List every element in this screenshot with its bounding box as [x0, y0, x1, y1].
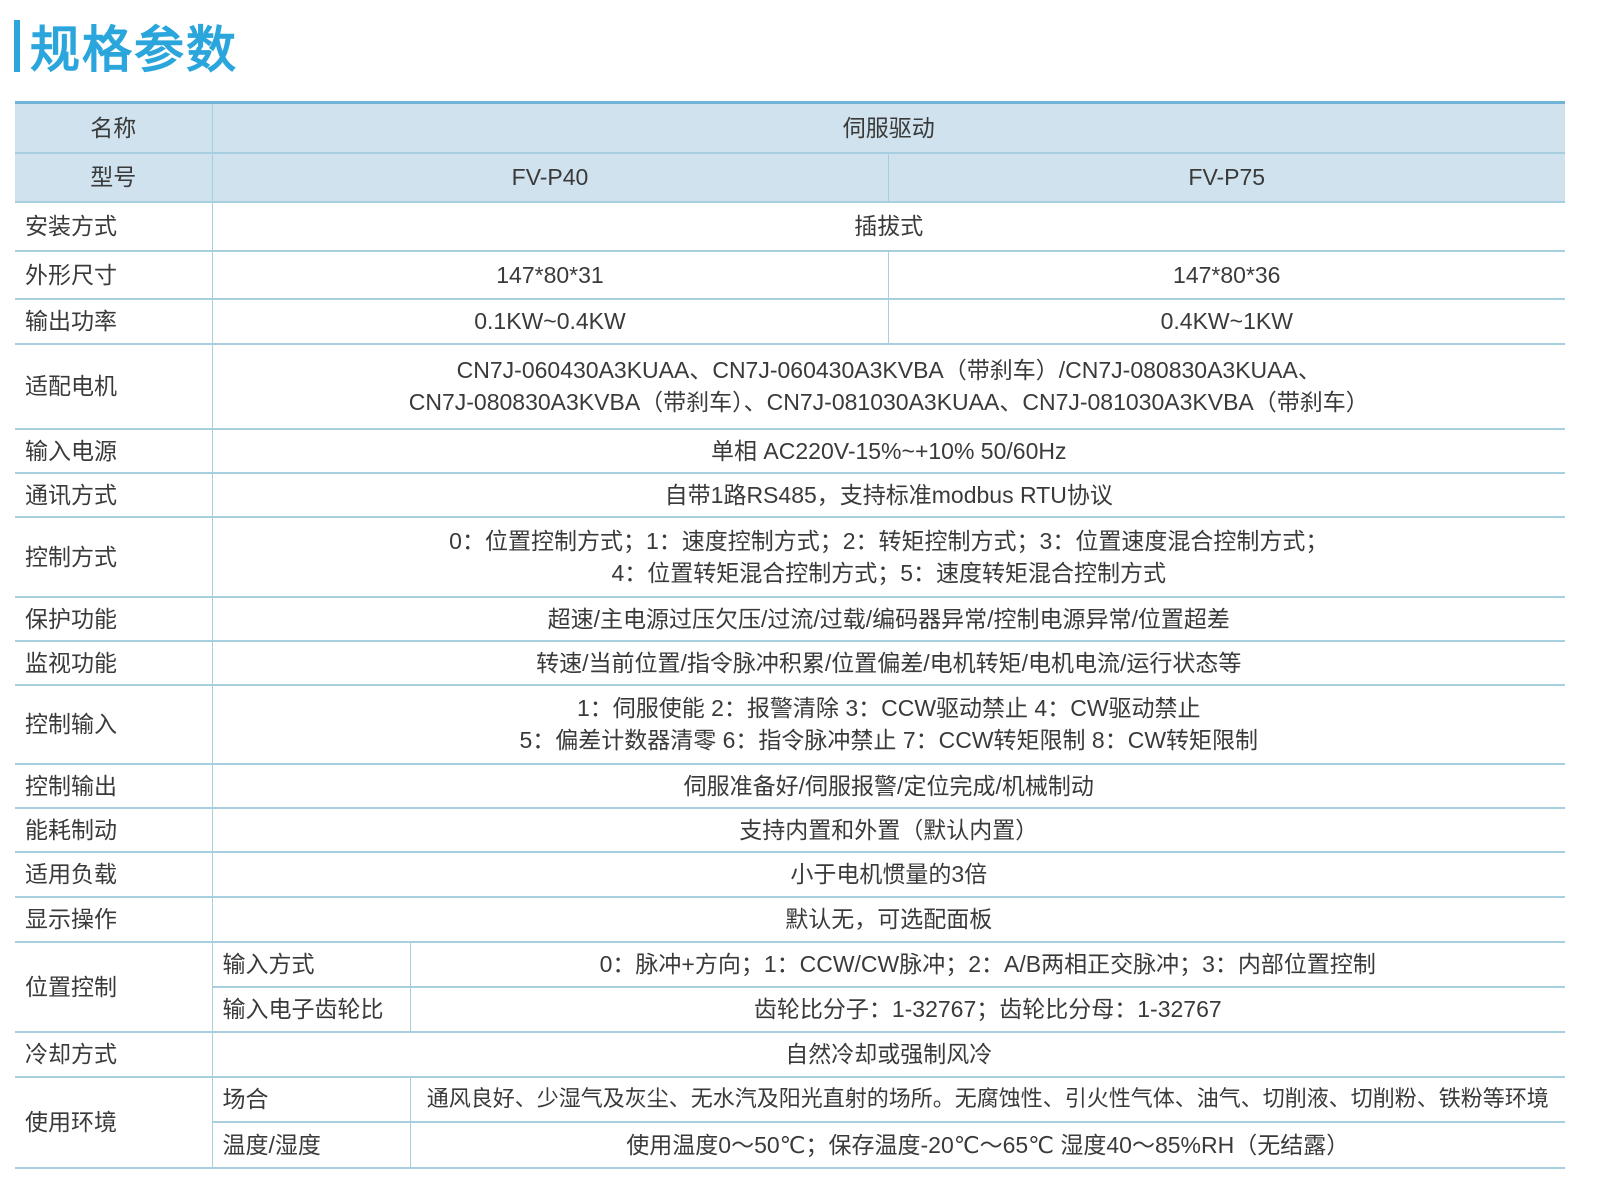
row-label: 显示操作 — [15, 896, 212, 943]
row-value: 0.4KW~1KW — [887, 298, 1566, 345]
value-line: 5：偏差计数器清零 6：指令脉冲禁止 7：CCW转矩限制 8：CW转矩限制 — [519, 727, 1259, 753]
row-label: 能耗制动 — [15, 807, 212, 853]
table-row: 适用负载 小于电机惯量的3倍 — [15, 851, 1566, 898]
row-label: 监视功能 — [15, 640, 212, 686]
table-row: 输入电子齿轮比 齿轮比分子：1-32767；齿轮比分母：1-32767 — [15, 986, 1566, 1033]
row-value: 147*80*31 — [211, 250, 888, 300]
row-value: 齿轮比分子：1-32767；齿轮比分母：1-32767 — [409, 986, 1566, 1033]
row-label: 控制方式 — [15, 516, 212, 598]
row-label: 位置控制 — [15, 941, 212, 1033]
section-title-text: 规格参数 — [30, 22, 238, 78]
table-row: 输出功率 0.1KW~0.4KW 0.4KW~1KW — [15, 298, 1566, 345]
row-label: 保护功能 — [15, 596, 212, 642]
row-value: 插拔式 — [211, 201, 1566, 252]
row-value: 自然冷却或强制风冷 — [211, 1031, 1566, 1078]
row-value: 超速/主电源过压欠压/过流/过载/编码器异常/控制电源异常/位置超差 — [211, 596, 1566, 642]
row-value: 使用温度0～50℃；保存温度-20℃～65℃ 湿度40～85%RH（无结露） — [409, 1121, 1566, 1169]
row-value: 通风良好、少湿气及灰尘、无水汽及阳光直射的场所。无腐蚀性、引火性气体、油气、切削… — [409, 1076, 1566, 1123]
row-label: 适配电机 — [15, 343, 212, 430]
row-label: 控制输出 — [15, 763, 212, 809]
section-title: 规格参数 — [14, 14, 238, 78]
sub-label: 输入电子齿轮比 — [211, 986, 410, 1033]
row-label: 控制输入 — [15, 684, 212, 765]
table-row: 名称 伺服驱动 — [15, 101, 1566, 154]
value-line: CN7J-080830A3KVBA（带刹车）、CN7J-081030A3KUAA… — [408, 389, 1369, 415]
table-row: 外形尺寸 147*80*31 147*80*36 — [15, 250, 1566, 300]
row-value: 支持内置和外置（默认内置） — [211, 807, 1566, 853]
row-value: 1：伺服使能 2：报警清除 3：CCW驱动禁止 4：CW驱动禁止 5：偏差计数器清… — [211, 684, 1566, 765]
row-label: 外形尺寸 — [15, 250, 212, 300]
table-row: 通讯方式 自带1路RS485，支持标准modbus RTU协议 — [15, 472, 1566, 518]
value-line: 4：位置转矩混合控制方式；5：速度转矩混合控制方式 — [611, 559, 1167, 586]
table-row: 监视功能 转速/当前位置/指令脉冲积累/位置偏差/电机转矩/电机电流/运行状态等 — [15, 640, 1566, 686]
row-label: 输出功率 — [15, 298, 212, 345]
row-value: CN7J-060430A3KUAA、CN7J-060430A3KVBA（带刹车）… — [211, 343, 1566, 430]
row-label: 适用负载 — [15, 851, 212, 898]
table-row: 冷却方式 自然冷却或强制风冷 — [15, 1031, 1566, 1078]
row-value: 自带1路RS485，支持标准modbus RTU协议 — [211, 472, 1566, 518]
row-value: 0.1KW~0.4KW — [211, 298, 888, 345]
model-p75: FV-P75 — [887, 152, 1566, 203]
name-value: 伺服驱动 — [211, 101, 1566, 154]
spec-table: 名称 伺服驱动 型号 FV-P40 FV-P75 安装方式 插拔式 外形尺寸 1… — [15, 101, 1566, 1169]
table-row: 控制输出 伺服准备好/伺服报警/定位完成/机械制动 — [15, 763, 1566, 809]
table-row: 保护功能 超速/主电源过压欠压/过流/过载/编码器异常/控制电源异常/位置超差 — [15, 596, 1566, 642]
table-row: 能耗制动 支持内置和外置（默认内置） — [15, 807, 1566, 853]
table-row: 适配电机 CN7J-060430A3KUAA、CN7J-060430A3KVBA… — [15, 343, 1566, 430]
table-row: 安装方式 插拔式 — [15, 201, 1566, 252]
row-value: 伺服准备好/伺服报警/定位完成/机械制动 — [211, 763, 1566, 809]
sub-label: 输入方式 — [211, 941, 410, 988]
row-value: 147*80*36 — [887, 250, 1566, 300]
table-row: 输入电源 单相 AC220V-15%~+10% 50/60Hz — [15, 428, 1566, 474]
table-row: 型号 FV-P40 FV-P75 — [15, 152, 1566, 203]
row-label: 冷却方式 — [15, 1031, 212, 1078]
value-line: 0：位置控制方式；1：速度控制方式；2：转矩控制方式；3：位置速度混合控制方式； — [449, 527, 1329, 554]
row-value: 0：位置控制方式；1：速度控制方式；2：转矩控制方式；3：位置速度混合控制方式；… — [211, 516, 1566, 598]
model-label: 型号 — [15, 152, 212, 203]
table-row: 位置控制 输入方式 0：脉冲+方向；1：CCW/CW脉冲；2：A/B两相正交脉冲… — [15, 941, 1566, 1033]
table-row: 使用环境 场合 通风良好、少湿气及灰尘、无水汽及阳光直射的场所。无腐蚀性、引火性… — [15, 1076, 1566, 1169]
title-accent-bar — [14, 20, 20, 72]
row-label: 使用环境 — [15, 1076, 212, 1169]
value-line: 1：伺服使能 2：报警清除 3：CCW驱动禁止 4：CW驱动禁止 — [576, 695, 1201, 721]
row-label: 输入电源 — [15, 428, 212, 474]
row-value: 单相 AC220V-15%~+10% 50/60Hz — [211, 428, 1566, 474]
row-label: 通讯方式 — [15, 472, 212, 518]
row-label: 安装方式 — [15, 201, 212, 252]
table-row: 温度/湿度 使用温度0～50℃；保存温度-20℃～65℃ 湿度40～85%RH（… — [15, 1121, 1566, 1169]
model-p40: FV-P40 — [211, 152, 888, 203]
table-row: 显示操作 默认无，可选配面板 — [15, 896, 1566, 943]
name-label: 名称 — [15, 101, 212, 154]
row-value: 转速/当前位置/指令脉冲积累/位置偏差/电机转矩/电机电流/运行状态等 — [211, 640, 1566, 686]
table-row: 控制方式 0：位置控制方式；1：速度控制方式；2：转矩控制方式；3：位置速度混合… — [15, 516, 1566, 598]
row-value: 默认无，可选配面板 — [211, 896, 1566, 943]
value-line: CN7J-060430A3KUAA、CN7J-060430A3KVBA（带刹车）… — [456, 357, 1321, 383]
table-row: 控制输入 1：伺服使能 2：报警清除 3：CCW驱动禁止 4：CW驱动禁止 5：偏… — [15, 684, 1566, 765]
row-value: 小于电机惯量的3倍 — [211, 851, 1566, 898]
sub-label: 温度/湿度 — [211, 1121, 410, 1169]
sub-label: 场合 — [211, 1076, 410, 1123]
row-value: 0：脉冲+方向；1：CCW/CW脉冲；2：A/B两相正交脉冲；3：内部位置控制 — [409, 941, 1566, 988]
